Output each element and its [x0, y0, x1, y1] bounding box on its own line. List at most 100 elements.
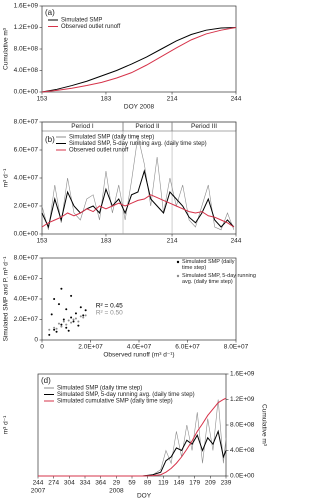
- x-tick-label: 364: [95, 480, 106, 487]
- panel-label: (d): [41, 376, 51, 385]
- y-tick-label: 0: [34, 337, 38, 344]
- scatter-point: [72, 320, 75, 323]
- scatter-point: [74, 312, 77, 315]
- x-tick-label: 239: [221, 480, 232, 487]
- scatter-point: [53, 326, 56, 329]
- scatter-point: [79, 315, 82, 318]
- scatter-point: [62, 320, 65, 323]
- x-tick-label: 59: [128, 480, 136, 487]
- period-label: Period II: [135, 123, 159, 130]
- period-label: Period III: [191, 123, 217, 130]
- y-tick-label: 1.6E+09: [14, 3, 39, 10]
- x-tick-label: 209: [205, 480, 216, 487]
- y-tick-label: 2.0E+07: [14, 316, 39, 323]
- y2-tick-label: 1.6E+09: [230, 371, 255, 378]
- scatter-point: [79, 306, 82, 309]
- annotation: R² = 0.50: [96, 310, 123, 317]
- scatter-point: [70, 316, 73, 319]
- x-axis-label: Observed runoff (m³ d⁻¹): [103, 352, 174, 359]
- scatter-point: [74, 317, 77, 320]
- x-tick-label: 4.0E+07: [127, 344, 152, 351]
- legend-label: Observed outlet runoff: [61, 24, 121, 30]
- scatter-point: [65, 323, 68, 326]
- scatter-point: [60, 325, 63, 328]
- x-tick-label: 153: [37, 238, 48, 245]
- series-line: [41, 135, 235, 231]
- y-tick-label: 1.2E+09: [14, 24, 39, 31]
- legend-marker: [176, 274, 180, 278]
- y-axis-label: m³ d⁻¹: [3, 168, 10, 187]
- scatter-point: [67, 329, 70, 332]
- scatter-point: [55, 330, 58, 333]
- x-axis-label: DOY: [137, 493, 152, 500]
- y-tick-label: 0.0E+00: [14, 89, 39, 96]
- panel-label: (a): [45, 8, 55, 17]
- scatter-point: [48, 328, 51, 331]
- scatter-point: [84, 309, 87, 312]
- scatter-point: [53, 298, 56, 300]
- scatter-point: [82, 316, 85, 319]
- x-tick-label: 244: [231, 238, 242, 245]
- plot-frame: [41, 257, 237, 341]
- x-tick-label: 153: [37, 96, 48, 103]
- x-tick-label: 214: [167, 238, 178, 245]
- y2-axis-label: Cumulative m³: [260, 404, 267, 447]
- panel-label: (b): [45, 135, 55, 144]
- x-tick-label: 2.0E+07: [78, 344, 103, 351]
- x-tick-label: 334: [80, 480, 91, 487]
- x-tick-label: 183: [101, 96, 112, 103]
- scatter-point: [77, 324, 80, 327]
- series-line: [38, 429, 227, 477]
- x-tick-label: 214: [167, 96, 178, 103]
- x-tick-label: 244: [33, 480, 44, 487]
- y-tick-label: 8.0E+08: [14, 46, 39, 53]
- scatter-point: [72, 318, 75, 321]
- x-tick-label: 304: [64, 480, 75, 487]
- legend-label: Simulated SMP, 5-day running avg. (daily…: [57, 392, 195, 398]
- scatter-point: [82, 314, 85, 317]
- x-tick-label: 274: [48, 480, 59, 487]
- scatter-point: [70, 321, 73, 324]
- x-tick-label: 29: [113, 480, 121, 487]
- scatter-point: [55, 327, 58, 330]
- scatter-point: [57, 303, 60, 306]
- legend-label: Observed outlet runoff: [69, 148, 129, 154]
- y2-tick-label: 1.2E+09: [230, 396, 255, 403]
- x-axis-label: DOY 2008: [124, 104, 155, 111]
- scatter-point: [48, 333, 51, 336]
- y-axis-label: Simulated SMP and P. m³ d⁻¹: [3, 256, 10, 342]
- annotation: R² = 0.45: [96, 303, 123, 310]
- legend-label: Simulated SMP, 5-day running avg. (daily …: [182, 273, 256, 285]
- x-tick-label: 179: [189, 480, 200, 487]
- x-tick-label: 183: [101, 238, 112, 245]
- x-tick-label: 244: [231, 96, 242, 103]
- x-tick-year: 2007: [31, 488, 46, 495]
- legend-marker: [176, 260, 180, 264]
- scatter-point: [67, 319, 70, 322]
- scatter-point: [53, 328, 56, 331]
- legend-label: Simulated SMP (daily time step): [182, 259, 235, 271]
- y-tick-label: 4.0E+07: [14, 175, 39, 182]
- x-tick-label: 6.0E+07: [175, 344, 200, 351]
- scatter-point: [60, 287, 63, 290]
- scatter-point: [84, 314, 87, 317]
- y-axis-label: Cumulative m³: [3, 27, 10, 70]
- x-tick-label: 149: [174, 480, 185, 487]
- y-tick-label: 0.0E+00: [14, 231, 39, 238]
- legend-label: Simulated SMP, 5-day running avg. (daily…: [69, 141, 207, 147]
- y-tick-label: 4.0E+08: [14, 67, 39, 74]
- figure: 153 183 214 244 0.0E+00 4.0E+08 8.0E+08 1.2E+09…: [3, 3, 268, 500]
- scatter-point: [50, 313, 53, 316]
- scatter-point: [77, 320, 80, 323]
- series-line: [41, 27, 237, 93]
- scatter-point: [62, 318, 65, 321]
- series-line: [41, 27, 237, 93]
- y-tick-label: 2.0E+07: [14, 203, 39, 210]
- legend-label: Simulated SMP: [61, 18, 102, 24]
- y-tick-label: 8.0E+07: [14, 255, 39, 262]
- scatter-point: [57, 322, 60, 325]
- scatter-point: [70, 294, 73, 297]
- series-line: [41, 194, 235, 228]
- y-tick-label: 6.0E+07: [14, 275, 39, 282]
- legend-label: Simulated cumulative SMP (daily time ste…: [57, 399, 173, 405]
